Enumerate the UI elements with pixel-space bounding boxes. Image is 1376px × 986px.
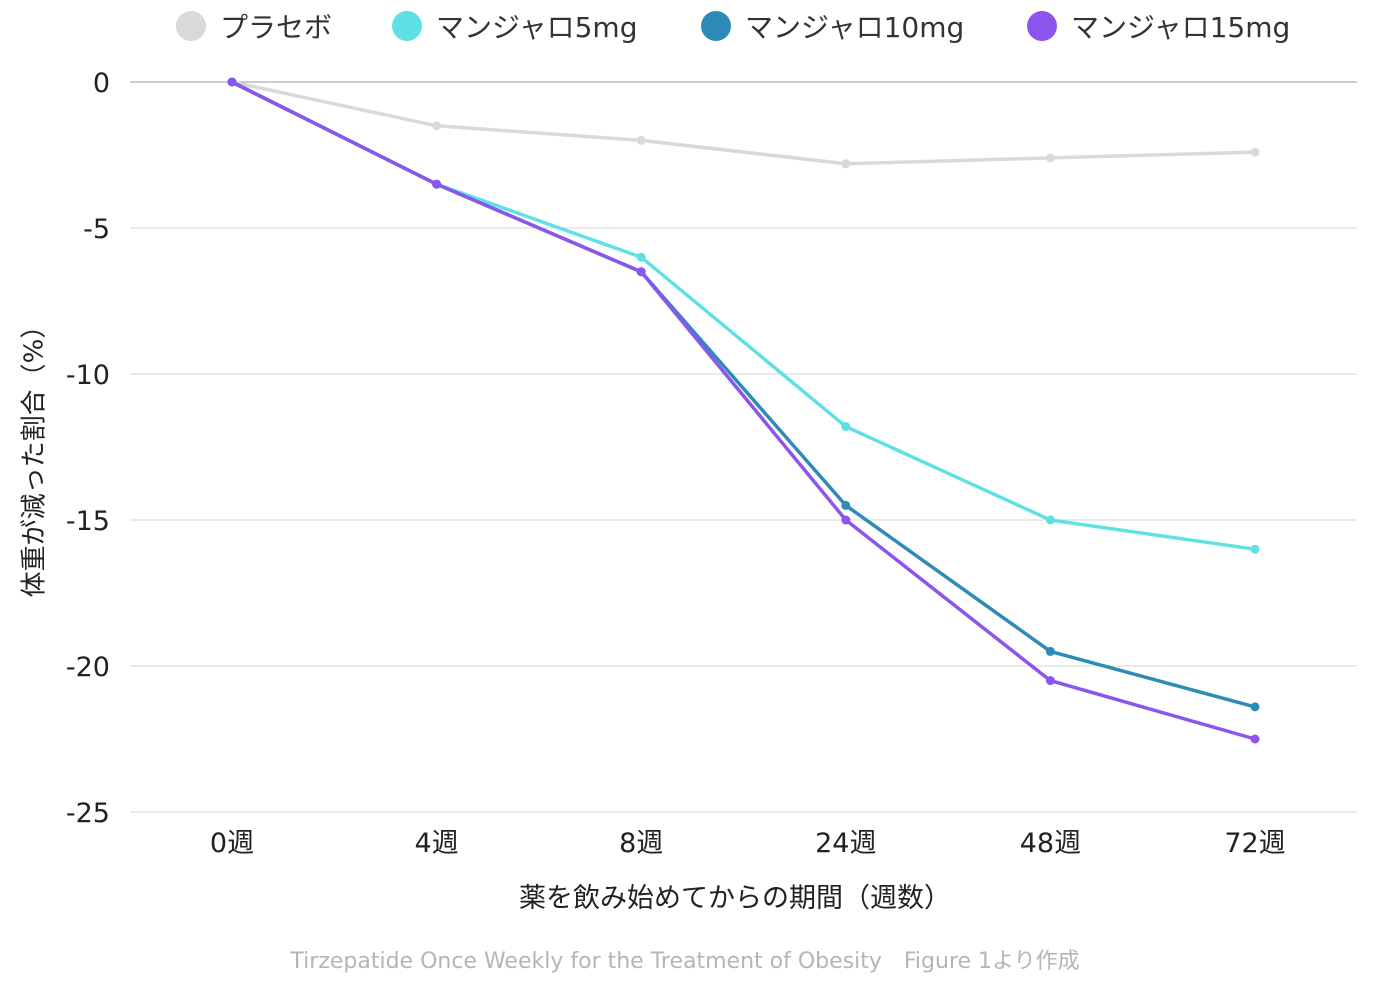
legend-marker <box>176 11 206 41</box>
data-point <box>1045 676 1055 686</box>
legend-marker <box>392 11 422 41</box>
y-tick-label: -25 <box>66 798 110 829</box>
series-line-0 <box>231 80 1256 166</box>
data-point <box>841 422 851 432</box>
legend: プラセボ マンジャロ5mg マンジャロ10mg マンジャロ15mg <box>0 6 1376 46</box>
legend-label: プラセボ <box>220 11 333 44</box>
y-tick-label: -10 <box>66 360 110 391</box>
source-footnote: Tirzepatide Once Weekly for the Treatmen… <box>290 949 1080 974</box>
x-tick-label: 8週 <box>619 828 663 859</box>
data-point <box>1045 515 1055 525</box>
y-tick-label: -5 <box>83 214 110 245</box>
legend-marker <box>1027 11 1057 41</box>
x-axis-label: 薬を飲み始めてからの期間（週数） <box>519 883 951 914</box>
data-point <box>841 500 851 510</box>
data-point <box>432 121 442 131</box>
x-tick-label: 24週 <box>815 828 876 859</box>
x-tick-label: 4週 <box>415 828 459 859</box>
y-tick-label: -20 <box>66 652 110 683</box>
data-point <box>636 267 646 277</box>
y-tick-label: 0 <box>93 68 110 99</box>
data-point <box>1250 734 1260 744</box>
data-point <box>1250 147 1260 157</box>
data-point <box>636 252 646 262</box>
data-point <box>636 135 646 145</box>
data-point <box>841 159 851 169</box>
y-axis-label: 体重が減った割合（%） <box>19 312 50 598</box>
legend-item-15mg[interactable]: マンジャロ15mg <box>1027 6 1290 46</box>
data-point <box>1250 702 1260 712</box>
x-tick-label: 0週 <box>210 828 254 859</box>
legend-marker <box>701 11 731 41</box>
x-tick-label: 72週 <box>1224 828 1285 859</box>
data-point <box>227 77 237 87</box>
x-tick-label: 48週 <box>1020 828 1081 859</box>
legend-item-5mg[interactable]: マンジャロ5mg <box>392 6 637 46</box>
data-point <box>1250 544 1260 554</box>
data-point <box>1045 646 1055 656</box>
series-line-3 <box>231 80 1256 741</box>
legend-label: マンジャロ5mg <box>436 11 638 44</box>
legend-item-placebo[interactable]: プラセボ <box>176 6 332 46</box>
legend-label: マンジャロ15mg <box>1071 11 1291 44</box>
legend-item-10mg[interactable]: マンジャロ10mg <box>701 6 964 46</box>
data-point <box>841 515 851 525</box>
legend-label: マンジャロ10mg <box>745 11 965 44</box>
y-tick-label: -15 <box>66 506 110 537</box>
data-point <box>1045 153 1055 163</box>
data-point <box>432 179 442 189</box>
